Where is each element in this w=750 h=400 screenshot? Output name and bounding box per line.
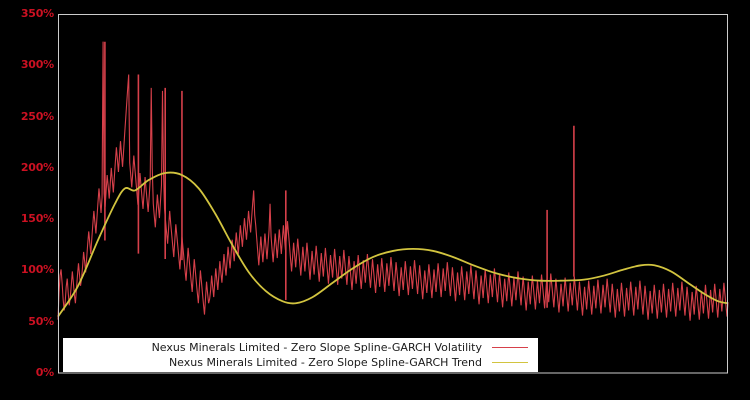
y-tick-label: 150%	[20, 212, 54, 226]
legend-item-volatility: Nexus Minerals Limited - Zero Slope Spli…	[63, 340, 532, 355]
y-tick-label: 100%	[20, 263, 54, 277]
y-tick-label: 0%	[35, 366, 54, 379]
series-layer	[57, 41, 729, 321]
y-tick-label: 350%	[20, 7, 54, 20]
legend-label-volatility: Nexus Minerals Limited - Zero Slope Spli…	[151, 340, 482, 354]
volatility-line	[57, 41, 729, 321]
plot-border	[58, 14, 728, 374]
y-tick-label: 50%	[28, 314, 54, 328]
y-tick-label: 300%	[20, 58, 54, 72]
legend-swatch-volatility	[492, 347, 528, 348]
legend-swatch-trend	[492, 362, 528, 363]
legend-item-trend: Nexus Minerals Limited - Zero Slope Spli…	[63, 355, 532, 370]
y-axis-tick-labels: 0% 50% 100% 150% 200% 250% 300% 350%	[0, 0, 54, 400]
legend-label-trend: Nexus Minerals Limited - Zero Slope Spli…	[168, 355, 482, 369]
chart-legend: Nexus Minerals Limited - Zero Slope Spli…	[63, 338, 538, 372]
y-tick-label: 250%	[20, 109, 54, 123]
trend-line	[57, 171, 729, 318]
y-tick-label: 200%	[20, 160, 54, 174]
